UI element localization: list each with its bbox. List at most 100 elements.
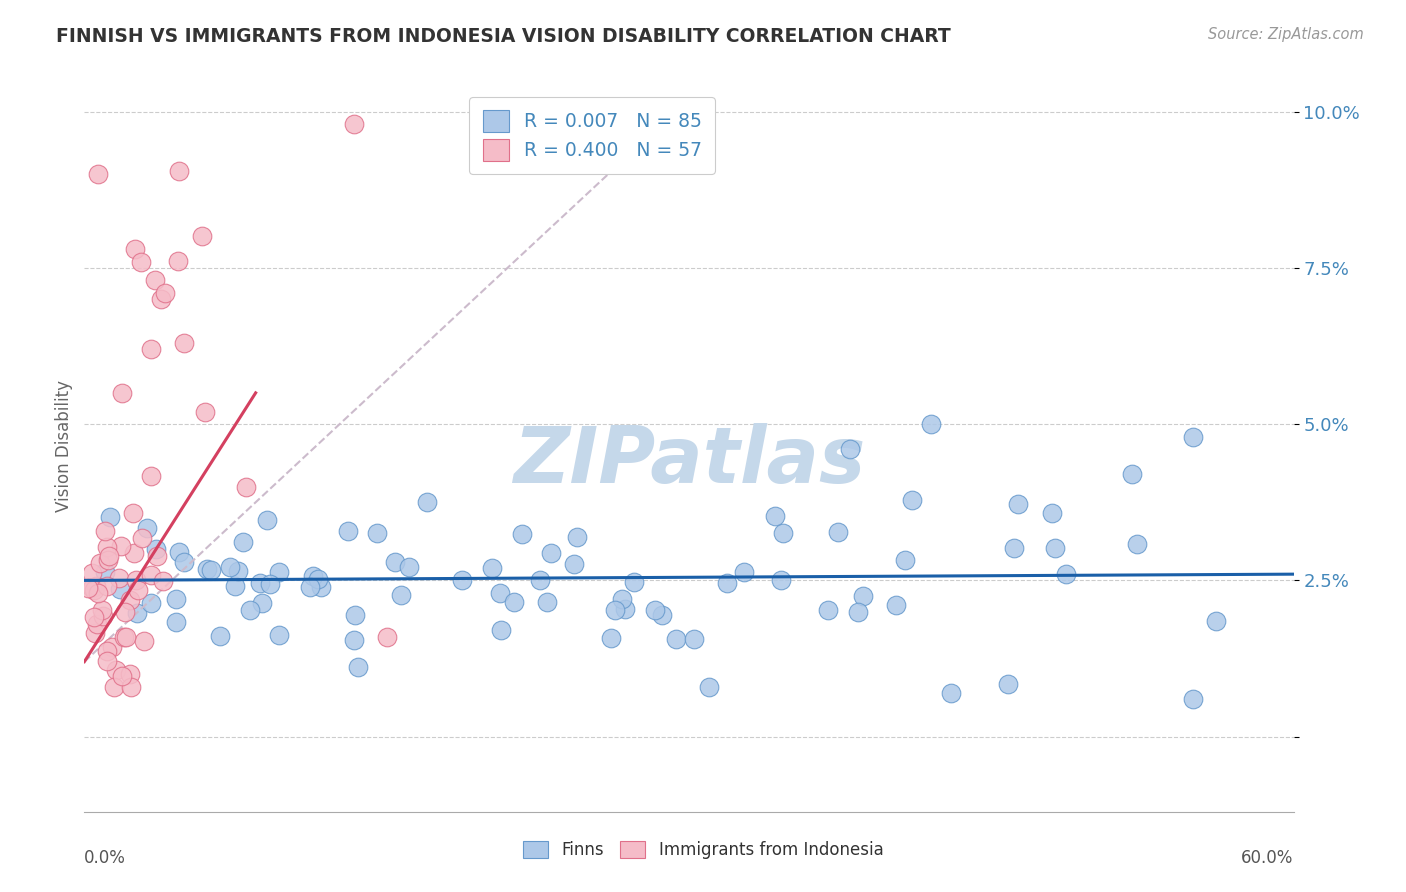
Point: [250, 596, 273, 610]
Point: [120, 592, 142, 607]
Point: [997, 677, 1019, 691]
Point: [122, 506, 145, 520]
Point: [136, 521, 159, 535]
Point: [259, 577, 281, 591]
Point: [209, 629, 232, 643]
Point: [103, 680, 125, 694]
Point: [96, 654, 118, 668]
Point: [346, 660, 368, 674]
Point: [529, 573, 551, 587]
Point: [384, 555, 406, 569]
Point: [769, 573, 792, 587]
Point: [337, 524, 360, 538]
Point: [118, 667, 141, 681]
Point: [84, 626, 107, 640]
Point: [309, 580, 332, 594]
Point: [232, 535, 254, 549]
Point: [450, 573, 472, 587]
Point: [235, 480, 257, 494]
Point: [139, 568, 162, 582]
Point: [89, 556, 111, 570]
Point: [343, 633, 366, 648]
Point: [1125, 537, 1147, 551]
Point: [540, 546, 562, 560]
Point: [298, 580, 321, 594]
Legend: R = 0.007   N = 85, R = 0.400   N = 57: R = 0.007 N = 85, R = 0.400 N = 57: [470, 97, 716, 174]
Point: [98, 509, 121, 524]
Point: [94, 565, 117, 579]
Point: [149, 292, 172, 306]
Point: [267, 628, 290, 642]
Point: [94, 524, 117, 539]
Point: [510, 526, 533, 541]
Point: [614, 601, 637, 615]
Point: [108, 582, 131, 596]
Point: [98, 549, 121, 564]
Point: [114, 630, 136, 644]
Point: [101, 640, 124, 655]
Point: [125, 606, 148, 620]
Point: [502, 595, 524, 609]
Point: [114, 605, 136, 619]
Point: [219, 560, 242, 574]
Point: [129, 254, 152, 268]
Point: [224, 579, 246, 593]
Point: [1002, 541, 1025, 556]
Point: [87, 167, 110, 181]
Point: [623, 574, 645, 589]
Point: [612, 592, 634, 607]
Point: [697, 680, 720, 694]
Point: [366, 526, 388, 541]
Point: [772, 526, 794, 541]
Point: [173, 336, 195, 351]
Point: [112, 631, 135, 645]
Point: [763, 508, 786, 523]
Point: [145, 542, 167, 557]
Point: [894, 552, 917, 566]
Point: [682, 632, 704, 646]
Point: [1121, 467, 1143, 482]
Point: [197, 562, 219, 576]
Point: [817, 603, 839, 617]
Point: [852, 589, 875, 603]
Point: [96, 540, 118, 554]
Point: [481, 561, 503, 575]
Point: [190, 228, 212, 243]
Point: [488, 586, 510, 600]
Point: [1205, 614, 1227, 628]
Point: [249, 575, 271, 590]
Point: [122, 546, 145, 560]
Point: [167, 164, 190, 178]
Point: [152, 574, 174, 588]
Point: [536, 595, 558, 609]
Point: [194, 404, 217, 418]
Point: [733, 566, 755, 580]
Point: [343, 117, 366, 131]
Point: [567, 530, 589, 544]
Point: [143, 273, 166, 287]
Point: [155, 286, 177, 301]
Point: [87, 585, 110, 599]
Point: [167, 545, 190, 559]
Point: [139, 596, 162, 610]
Point: [716, 576, 738, 591]
Text: FINNISH VS IMMIGRANTS FROM INDONESIA VISION DISABILITY CORRELATION CHART: FINNISH VS IMMIGRANTS FROM INDONESIA VIS…: [56, 27, 950, 45]
Point: [165, 615, 187, 630]
Point: [343, 608, 366, 623]
Point: [901, 493, 924, 508]
Point: [107, 571, 129, 585]
Point: [134, 633, 156, 648]
Point: [120, 680, 142, 694]
Point: [77, 581, 100, 595]
Point: [920, 417, 942, 431]
Point: [651, 608, 673, 623]
Point: [131, 531, 153, 545]
Point: [111, 669, 134, 683]
Point: [124, 242, 146, 256]
Point: [86, 579, 108, 593]
Point: [375, 630, 398, 644]
Point: [167, 253, 190, 268]
Point: [398, 560, 420, 574]
Text: 0.0%: 0.0%: [84, 849, 127, 867]
Point: [91, 609, 114, 624]
